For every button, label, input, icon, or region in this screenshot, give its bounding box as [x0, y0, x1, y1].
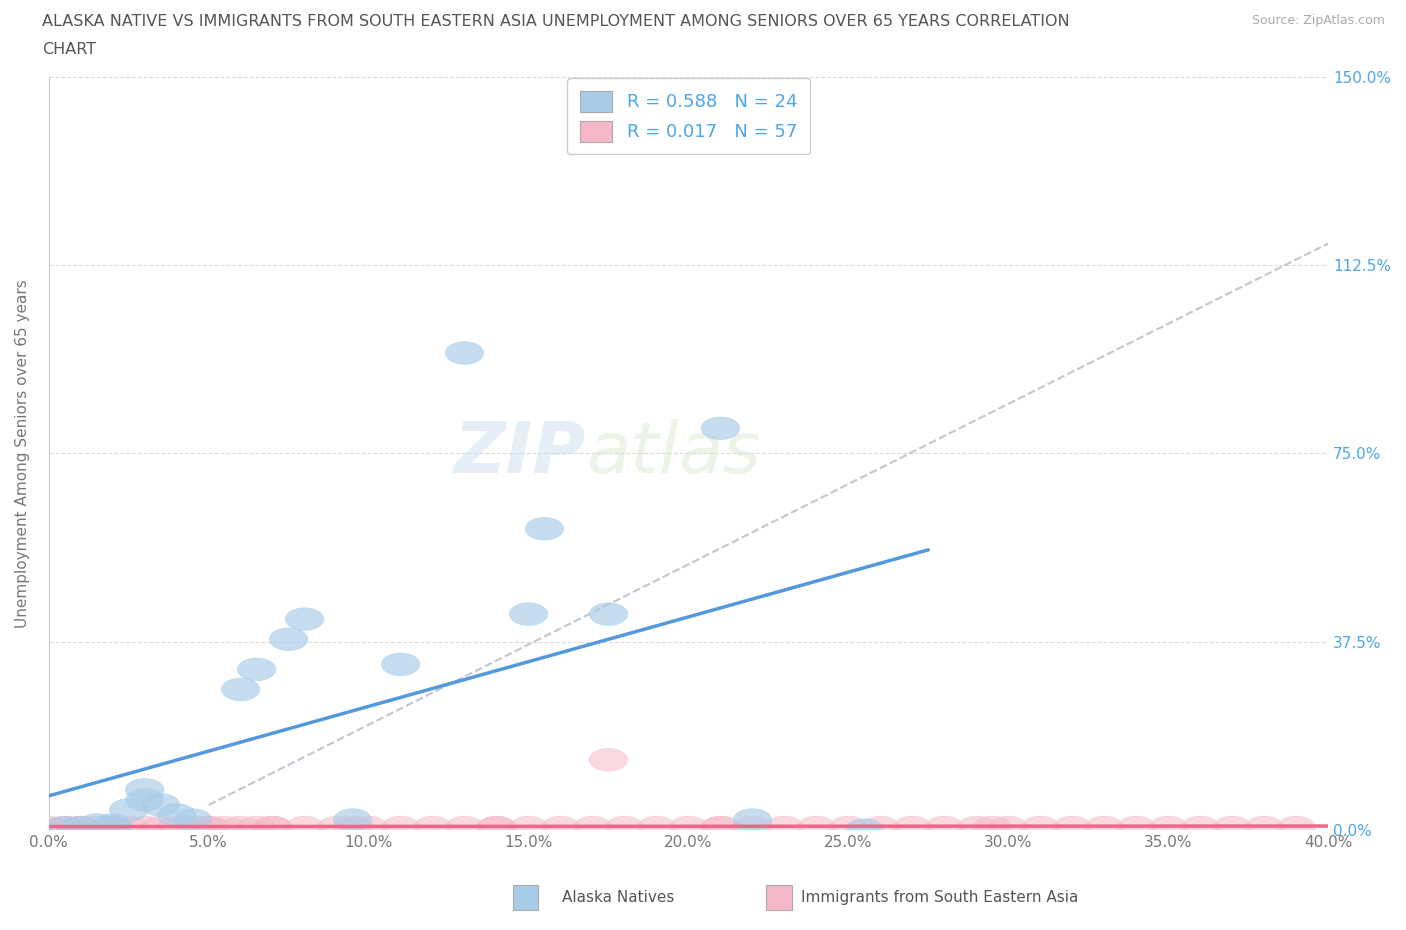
Ellipse shape — [173, 817, 212, 839]
Text: ZIP: ZIP — [454, 418, 586, 488]
Ellipse shape — [253, 817, 292, 839]
Ellipse shape — [893, 817, 932, 839]
Text: ALASKA NATIVE VS IMMIGRANTS FROM SOUTH EASTERN ASIA UNEMPLOYMENT AMONG SENIORS O: ALASKA NATIVE VS IMMIGRANTS FROM SOUTH E… — [42, 14, 1070, 29]
Ellipse shape — [509, 603, 548, 625]
Ellipse shape — [589, 749, 627, 771]
Ellipse shape — [413, 817, 451, 839]
Ellipse shape — [509, 817, 548, 839]
Ellipse shape — [222, 678, 260, 700]
Ellipse shape — [238, 658, 276, 681]
Ellipse shape — [45, 817, 84, 839]
Ellipse shape — [988, 817, 1028, 839]
Ellipse shape — [285, 817, 323, 839]
Ellipse shape — [733, 817, 772, 839]
Ellipse shape — [45, 817, 84, 839]
Ellipse shape — [94, 817, 132, 839]
Legend: R = 0.588   N = 24, R = 0.017   N = 57: R = 0.588 N = 24, R = 0.017 N = 57 — [567, 78, 810, 154]
Ellipse shape — [1181, 817, 1219, 839]
Ellipse shape — [797, 817, 835, 839]
Ellipse shape — [318, 817, 356, 839]
Ellipse shape — [1021, 817, 1060, 839]
Ellipse shape — [110, 799, 148, 821]
Ellipse shape — [478, 817, 516, 839]
Ellipse shape — [30, 817, 67, 839]
Text: Immigrants from South Eastern Asia: Immigrants from South Eastern Asia — [801, 890, 1078, 905]
Ellipse shape — [702, 817, 740, 839]
Ellipse shape — [45, 817, 84, 839]
Ellipse shape — [637, 817, 676, 839]
Ellipse shape — [125, 778, 165, 801]
Ellipse shape — [333, 809, 371, 831]
Text: Source: ZipAtlas.com: Source: ZipAtlas.com — [1251, 14, 1385, 27]
Ellipse shape — [77, 814, 115, 836]
Ellipse shape — [446, 341, 484, 365]
Ellipse shape — [478, 817, 516, 839]
Ellipse shape — [190, 817, 228, 839]
Ellipse shape — [62, 817, 100, 839]
Ellipse shape — [1149, 817, 1188, 839]
Ellipse shape — [238, 817, 276, 839]
Ellipse shape — [1085, 817, 1123, 839]
Ellipse shape — [157, 817, 195, 839]
Ellipse shape — [62, 817, 100, 839]
Ellipse shape — [77, 817, 115, 839]
Ellipse shape — [733, 809, 772, 831]
Ellipse shape — [925, 817, 963, 839]
Ellipse shape — [110, 817, 148, 839]
Ellipse shape — [205, 817, 243, 839]
Ellipse shape — [702, 817, 740, 839]
Ellipse shape — [125, 789, 165, 811]
Ellipse shape — [669, 817, 707, 839]
Ellipse shape — [94, 817, 132, 839]
Ellipse shape — [860, 817, 900, 839]
Text: CHART: CHART — [42, 42, 96, 57]
Ellipse shape — [973, 817, 1011, 839]
Ellipse shape — [333, 817, 371, 839]
Ellipse shape — [62, 817, 100, 839]
Ellipse shape — [190, 817, 228, 839]
Ellipse shape — [1053, 817, 1091, 839]
Ellipse shape — [94, 814, 132, 836]
Ellipse shape — [222, 817, 260, 839]
Ellipse shape — [285, 608, 323, 631]
Ellipse shape — [1244, 817, 1284, 839]
Ellipse shape — [125, 817, 165, 839]
Ellipse shape — [350, 817, 388, 839]
Text: Alaska Natives: Alaska Natives — [562, 890, 675, 905]
Ellipse shape — [1213, 817, 1251, 839]
Ellipse shape — [157, 804, 195, 826]
Ellipse shape — [526, 517, 564, 540]
Ellipse shape — [957, 817, 995, 839]
Ellipse shape — [142, 793, 180, 817]
Ellipse shape — [1116, 817, 1156, 839]
Ellipse shape — [1277, 817, 1316, 839]
Ellipse shape — [94, 817, 132, 839]
Ellipse shape — [702, 417, 740, 440]
Ellipse shape — [142, 817, 180, 839]
Ellipse shape — [381, 817, 420, 839]
Ellipse shape — [574, 817, 612, 839]
Ellipse shape — [253, 817, 292, 839]
Ellipse shape — [589, 603, 627, 625]
Ellipse shape — [270, 628, 308, 650]
Ellipse shape — [845, 818, 883, 842]
Ellipse shape — [606, 817, 644, 839]
Y-axis label: Unemployment Among Seniors over 65 years: Unemployment Among Seniors over 65 years — [15, 279, 30, 628]
Ellipse shape — [541, 817, 579, 839]
Ellipse shape — [830, 817, 868, 839]
Text: atlas: atlas — [586, 418, 761, 488]
Ellipse shape — [381, 653, 420, 675]
Ellipse shape — [446, 817, 484, 839]
Ellipse shape — [173, 809, 212, 831]
Ellipse shape — [765, 817, 804, 839]
